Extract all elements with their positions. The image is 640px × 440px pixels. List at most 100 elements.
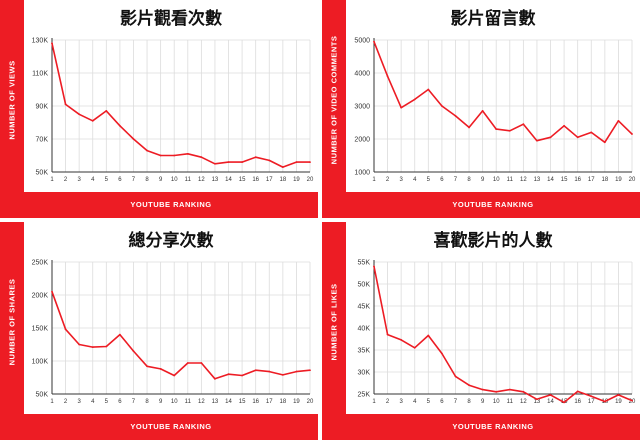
views-x-tick-label: 1	[50, 177, 54, 183]
shares-data-point	[268, 370, 271, 373]
likes-y-tick-label: 30K	[358, 370, 371, 377]
likes-chart-title: 喜歡影片的人數	[433, 231, 553, 251]
shares-y-tick-label: 100K	[32, 359, 49, 366]
shares-y-tick-label: 250K	[32, 260, 49, 267]
likes-x-tick-label: 10	[493, 399, 500, 405]
likes-data-point	[386, 333, 389, 336]
views-x-tick-label: 6	[118, 177, 122, 183]
shares-y-tick-label: 50K	[36, 392, 49, 399]
views-data-point	[173, 154, 176, 157]
views-data-point	[309, 161, 311, 164]
views-data-point	[146, 149, 148, 152]
comments-data-point	[386, 75, 389, 78]
views-data-point	[214, 162, 216, 165]
comments-series-line	[373, 41, 633, 144]
views-x-tick-label: 2	[64, 177, 68, 183]
likes-x-tick-label: 5	[427, 399, 431, 405]
comments-data-point	[495, 128, 498, 131]
likes-data-point	[563, 401, 566, 404]
shares-x-tick-label: 15	[239, 399, 246, 405]
comments-data-point	[440, 105, 443, 107]
shares-data-point	[64, 328, 67, 331]
views-data-point	[268, 159, 271, 162]
comments-y-tick-label: 2000	[354, 137, 370, 144]
likes-data-point	[427, 334, 430, 337]
views-y-tick-label: 70K	[36, 137, 49, 144]
shares-x-tick-label: 7	[132, 399, 136, 405]
comments-chart-title: 影片留言數	[450, 9, 536, 29]
comments-x-tick-label: 2	[386, 177, 390, 183]
shares-data-point	[295, 370, 298, 373]
likes-data-point	[481, 388, 484, 391]
shares-data-point	[186, 362, 189, 364]
likes-data-point	[549, 393, 552, 396]
views-data-point	[159, 154, 162, 157]
shares-data-point	[51, 290, 53, 293]
comments-x-axis-label: YOUTUBE RANKING	[452, 200, 534, 209]
shares-data-point	[281, 373, 284, 376]
likes-data-point	[373, 265, 375, 268]
shares-x-tick-label: 17	[266, 399, 273, 405]
shares-data-point	[146, 365, 148, 368]
likes-y-tick-label: 45K	[358, 304, 371, 311]
shares-data-point	[132, 350, 135, 352]
views-x-tick-label: 7	[132, 177, 136, 183]
comments-data-point	[427, 88, 430, 91]
comments-data-point	[549, 136, 552, 139]
likes-data-point	[468, 384, 470, 387]
shares-data-point	[105, 345, 108, 348]
views-x-tick-label: 5	[105, 177, 109, 183]
comments-data-point	[373, 40, 375, 43]
shares-x-tick-label: 3	[77, 399, 81, 405]
shares-chart-title: 總分享次數	[128, 231, 214, 251]
likes-data-point	[522, 390, 525, 393]
views-x-axis-label: YOUTUBE RANKING	[130, 200, 212, 209]
likes-x-tick-label: 13	[534, 399, 541, 405]
comments-data-point	[508, 129, 511, 132]
views-data-point	[241, 161, 244, 164]
comments-x-tick-label: 9	[481, 177, 485, 183]
likes-x-tick-label: 7	[454, 399, 458, 405]
comments-data-point	[536, 139, 538, 142]
views-x-tick-label: 20	[307, 177, 314, 183]
comments-y-tick-label: 3000	[354, 104, 370, 111]
likes-x-tick-label: 6	[440, 399, 444, 405]
comments-data-point	[563, 124, 566, 127]
comments-x-tick-label: 10	[493, 177, 500, 183]
comments-x-tick-label: 20	[629, 177, 636, 183]
views-y-tick-label: 130K	[32, 38, 49, 45]
views-chart-title: 影片觀看次數	[120, 9, 222, 29]
comments-data-point	[481, 110, 484, 112]
views-data-point	[118, 124, 121, 127]
comments-data-point	[617, 119, 620, 122]
views-data-point	[51, 42, 53, 45]
views-y-axis-label: NUMBER OF VIEWS	[7, 60, 17, 140]
likes-y-tick-label: 50K	[358, 282, 371, 289]
likes-y-tick-label: 55K	[358, 260, 371, 267]
likes-x-tick-label: 9	[481, 399, 485, 405]
comments-x-tick-label: 11	[507, 177, 514, 183]
shares-x-tick-label: 2	[64, 399, 68, 405]
shares-y-tick-label: 150K	[32, 326, 49, 333]
likes-x-tick-label: 4	[413, 399, 417, 405]
shares-data-point	[241, 374, 244, 377]
comments-y-axis-label: NUMBER OF VIDEO COMMENTS	[329, 35, 339, 165]
likes-data-point	[590, 395, 593, 398]
views-data-point	[91, 119, 94, 122]
likes-x-tick-label: 11	[507, 399, 514, 405]
comments-data-point	[400, 106, 403, 109]
likes-y-tick-label: 25K	[358, 392, 371, 399]
comments-y-tick-label: 1000	[354, 170, 370, 177]
comments-y-tick-label: 5000	[354, 38, 370, 45]
likes-data-point	[603, 400, 606, 403]
comments-x-tick-label: 17	[588, 177, 595, 183]
likes-x-tick-label: 12	[520, 399, 527, 405]
views-chart-panel: 50K 70K 90K 110K 130K 1 2 3 4 5 6 7 8 9 10 11 12 13 14 15 16…	[0, 0, 318, 218]
views-data-point	[132, 138, 135, 140]
comments-x-tick-label: 6	[440, 177, 444, 183]
comments-data-point	[576, 136, 579, 139]
comments-y-tick-label: 4000	[354, 71, 370, 78]
